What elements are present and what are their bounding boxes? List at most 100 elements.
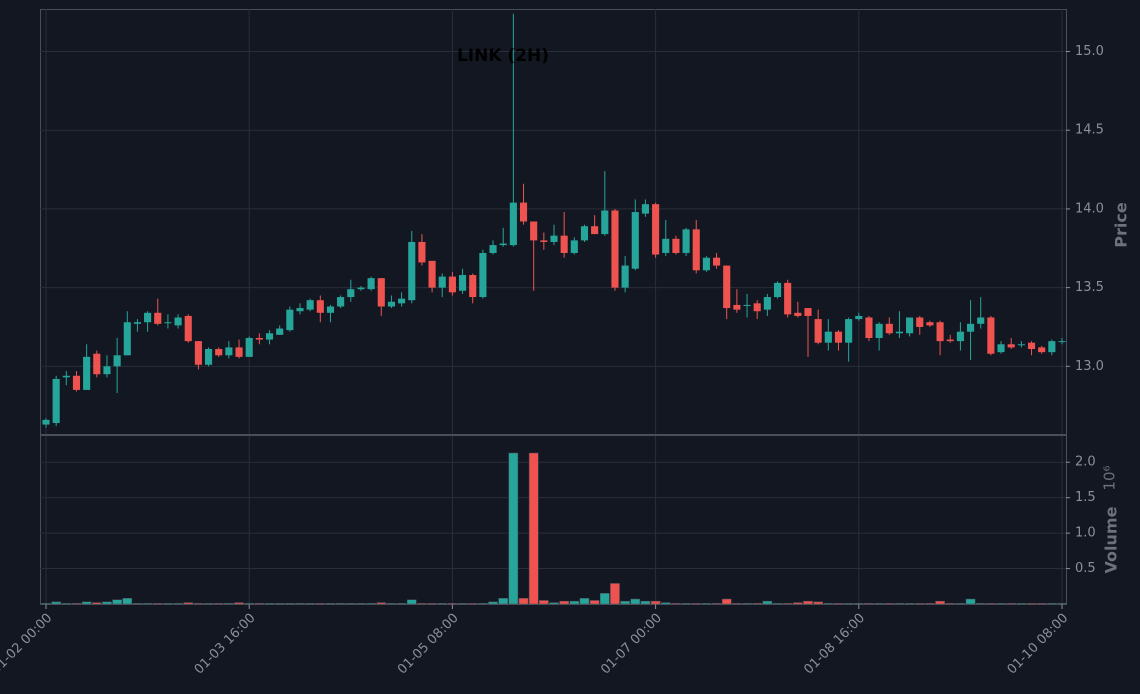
- candle-body: [621, 265, 629, 288]
- volume-bar: [539, 600, 549, 605]
- volume-bar: [671, 603, 681, 605]
- volume-bar: [559, 600, 569, 605]
- volume-bar: [142, 603, 153, 605]
- candle-body: [42, 419, 50, 425]
- candle-body: [1007, 344, 1015, 348]
- volume-bar: [701, 603, 712, 605]
- volume-bar: [853, 603, 864, 605]
- volume-bar: [488, 601, 498, 605]
- volume-bar: [925, 603, 935, 605]
- candle-body: [52, 378, 60, 423]
- candle-body: [916, 317, 924, 327]
- volume-bar: [152, 603, 163, 605]
- volume-bar: [417, 603, 427, 605]
- candle-body: [164, 322, 172, 324]
- chart-title: LINK (2H): [457, 46, 549, 66]
- candle-body: [560, 235, 568, 253]
- volume-bar: [508, 452, 519, 605]
- volume-bar: [183, 602, 194, 605]
- candle-body: [530, 221, 538, 241]
- candle-body: [794, 312, 802, 316]
- candle-body: [814, 319, 822, 343]
- candle-body: [113, 355, 121, 367]
- volume-bar: [274, 603, 285, 605]
- volume-axis-label: Volume: [1102, 506, 1121, 573]
- candle-body: [83, 356, 91, 390]
- candle-body: [276, 328, 284, 335]
- candle-body: [133, 322, 141, 324]
- candle-body: [926, 322, 934, 326]
- candle-body: [967, 323, 975, 332]
- candle-body: [611, 210, 619, 288]
- volume-bar: [874, 603, 884, 605]
- candle-body: [174, 317, 182, 326]
- volume-bar: [599, 593, 610, 605]
- volume-bar: [833, 603, 844, 605]
- candle-body: [398, 298, 406, 304]
- candle-body: [62, 375, 70, 378]
- volume-bar: [61, 603, 72, 605]
- volume-bar: [173, 603, 183, 605]
- volume-bar: [376, 602, 387, 605]
- candle-body: [428, 260, 436, 288]
- candle-body: [387, 301, 395, 307]
- candle-body: [519, 202, 528, 222]
- candle-body: [245, 337, 253, 357]
- candle-body: [753, 303, 761, 312]
- candle-body: [1027, 342, 1036, 349]
- candle-body: [946, 339, 954, 342]
- volume-bar: [244, 603, 255, 605]
- volume-tick-label: 1.5: [1075, 490, 1096, 505]
- volume-bar: [437, 603, 448, 605]
- volume-bar: [1016, 603, 1027, 605]
- candle-body: [591, 226, 599, 235]
- candle-body: [286, 309, 294, 331]
- volume-bar: [305, 603, 315, 605]
- volume-bar: [742, 603, 752, 605]
- volume-bar: [1006, 603, 1017, 605]
- candle-body: [215, 349, 223, 356]
- volume-bar: [965, 598, 976, 605]
- volume-bar: [71, 603, 82, 605]
- candle-body: [326, 306, 335, 313]
- volume-bar: [955, 603, 966, 605]
- volume-bar: [386, 603, 397, 605]
- volume-bar: [996, 603, 1006, 605]
- volume-bar: [630, 598, 641, 605]
- candle-body: [824, 331, 832, 343]
- volume-bar: [457, 603, 468, 605]
- candle-body: [418, 241, 426, 263]
- volume-bar: [234, 602, 244, 605]
- candle-body: [875, 323, 883, 338]
- candle-body: [1058, 341, 1066, 343]
- candle-body: [601, 210, 609, 235]
- volume-bar: [285, 603, 295, 605]
- volume-bar: [813, 601, 823, 605]
- volume-bar: [81, 601, 92, 605]
- volume-bar: [894, 603, 905, 605]
- candle-body: [337, 297, 345, 307]
- volume-panel: [40, 435, 1067, 605]
- candle-body: [265, 333, 274, 340]
- volume-bar: [721, 598, 732, 605]
- volume-bar: [904, 603, 915, 605]
- volume-bar: [914, 603, 925, 605]
- volume-bar: [406, 599, 417, 605]
- candle-body: [1038, 347, 1046, 353]
- volume-bar: [935, 600, 945, 605]
- volume-bar: [843, 603, 854, 605]
- candle-body: [316, 300, 324, 313]
- volume-bar: [467, 603, 478, 605]
- candle-body: [702, 257, 710, 271]
- candle-body: [93, 353, 101, 375]
- volume-bar: [1047, 603, 1057, 605]
- candle-body: [773, 282, 782, 298]
- volume-bar: [691, 603, 702, 605]
- volume-bar: [772, 603, 783, 605]
- candle-body: [692, 229, 700, 271]
- volume-bar: [549, 602, 559, 605]
- candle-body: [682, 229, 690, 253]
- candle-body: [784, 282, 792, 315]
- candle-body: [306, 300, 314, 310]
